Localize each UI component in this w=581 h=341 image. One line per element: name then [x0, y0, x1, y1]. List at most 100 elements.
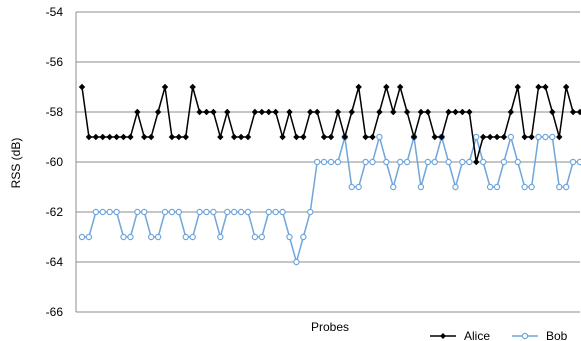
data-point-alice	[265, 108, 272, 116]
data-point-bob	[369, 158, 376, 166]
data-point-alice	[251, 108, 259, 116]
data-point-alice	[486, 133, 494, 141]
data-point-bob	[147, 233, 155, 241]
data-point-bob	[452, 183, 459, 191]
data-point-bob	[390, 183, 397, 191]
series-line-alice	[81, 84, 580, 163]
data-point-alice	[154, 108, 162, 116]
data-point-alice	[189, 83, 196, 91]
data-point-alice	[224, 108, 231, 116]
data-point-alice	[410, 133, 418, 141]
data-point-bob	[272, 208, 279, 216]
series-bob	[78, 133, 581, 266]
data-point-bob	[556, 183, 563, 191]
legend: Alice Bob	[430, 329, 568, 341]
y-tick-label: -58	[46, 105, 64, 119]
data-point-bob	[175, 208, 183, 216]
data-point-bob	[403, 158, 411, 166]
data-point-alice	[147, 133, 155, 141]
data-point-bob	[417, 183, 425, 191]
data-point-bob	[237, 208, 245, 216]
data-point-alice	[549, 108, 556, 116]
data-point-bob	[528, 183, 535, 191]
data-point-alice	[431, 133, 438, 141]
data-point-bob	[251, 233, 259, 241]
data-point-bob	[307, 208, 314, 216]
data-point-alice	[542, 83, 549, 91]
data-point-alice	[500, 133, 508, 141]
data-point-bob	[224, 208, 231, 216]
data-point-alice	[279, 133, 286, 141]
data-point-bob	[120, 233, 127, 241]
data-point-bob	[514, 158, 521, 166]
y-axis-title: RSS (dB)	[9, 138, 23, 189]
data-point-alice	[341, 133, 349, 141]
series-layer	[78, 83, 581, 266]
data-point-bob	[569, 158, 577, 166]
data-point-bob	[168, 208, 176, 216]
data-point-alice	[210, 108, 217, 116]
data-point-bob	[154, 233, 162, 241]
data-point-alice	[562, 83, 570, 91]
data-point-alice	[473, 158, 480, 166]
data-point-bob	[327, 158, 335, 166]
data-point-alice	[452, 108, 459, 116]
data-point-alice	[217, 133, 224, 141]
data-point-alice	[258, 108, 266, 116]
data-point-bob	[279, 208, 286, 216]
data-point-bob	[182, 233, 189, 241]
series-line-bob	[82, 134, 580, 265]
data-point-alice	[493, 133, 501, 141]
data-point-alice	[556, 133, 563, 141]
data-point-alice	[348, 108, 355, 116]
data-point-bob	[431, 158, 438, 166]
data-point-alice	[320, 133, 328, 141]
data-point-alice	[459, 108, 466, 116]
data-point-alice	[99, 133, 106, 141]
data-point-bob	[230, 208, 238, 216]
data-point-bob	[313, 158, 321, 166]
data-point-alice	[313, 108, 321, 116]
data-point-bob	[320, 158, 328, 166]
data-point-alice	[182, 133, 189, 141]
data-point-alice	[376, 108, 383, 116]
data-point-alice	[272, 108, 279, 116]
data-point-bob	[113, 208, 120, 216]
data-point-bob	[500, 158, 508, 166]
data-point-alice	[334, 108, 342, 116]
data-point-bob	[99, 208, 106, 216]
data-point-bob	[265, 208, 272, 216]
y-tick-label: -60	[46, 155, 64, 169]
data-point-alice	[479, 133, 487, 141]
data-point-alice	[521, 133, 528, 141]
y-tick-label: -64	[46, 255, 64, 269]
data-point-bob	[466, 158, 473, 166]
data-point-bob	[376, 133, 383, 141]
data-point-bob	[286, 233, 293, 241]
data-point-alice	[161, 83, 169, 91]
data-point-bob	[473, 133, 480, 141]
data-point-bob	[196, 208, 203, 216]
y-tick-label: -56	[46, 55, 64, 69]
data-point-alice	[244, 133, 252, 141]
data-point-bob	[134, 208, 141, 216]
data-point-bob	[217, 233, 224, 241]
legend-item-bob: Bob	[512, 329, 568, 341]
data-point-alice	[424, 108, 432, 116]
data-point-alice	[445, 108, 452, 116]
data-point-bob	[521, 183, 528, 191]
data-point-bob	[258, 233, 266, 241]
data-point-alice	[141, 133, 148, 141]
data-point-bob	[244, 208, 252, 216]
data-point-alice	[390, 108, 397, 116]
y-tick-label: -54	[46, 5, 64, 19]
data-point-bob	[507, 133, 515, 141]
legend-swatch-alice-marker	[440, 333, 446, 339]
data-point-bob	[424, 158, 432, 166]
data-point-alice	[203, 108, 210, 116]
data-point-alice	[134, 108, 141, 116]
data-point-bob	[293, 258, 300, 266]
data-point-alice	[514, 83, 521, 91]
legend-item-alice: Alice	[430, 329, 490, 341]
